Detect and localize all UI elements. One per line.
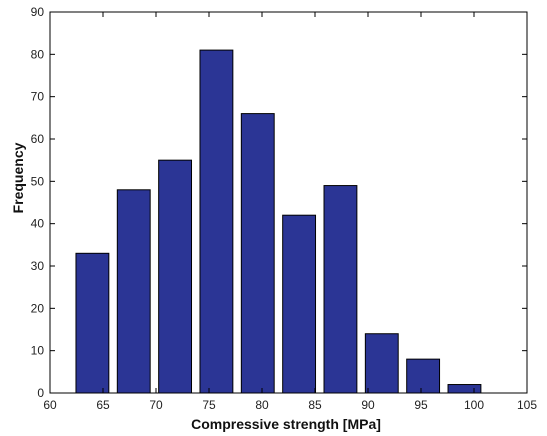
- x-tick-label: 105: [517, 398, 537, 412]
- y-tick-label: 50: [31, 174, 45, 188]
- x-tick-label: 65: [96, 398, 110, 412]
- y-axis-title: Frequency: [10, 142, 26, 213]
- histogram-bar: [158, 159, 193, 394]
- y-tick-label: 40: [31, 217, 45, 231]
- y-tick-label: 10: [31, 344, 45, 358]
- x-tick-label: 80: [255, 398, 269, 412]
- histogram-bar: [282, 214, 317, 394]
- histogram-bar: [199, 49, 234, 394]
- y-tick-label: 20: [31, 301, 45, 315]
- y-tick-label: 70: [31, 90, 45, 104]
- y-tick-label: 30: [31, 259, 45, 273]
- x-tick-label: 60: [43, 398, 57, 412]
- x-tick-label: 70: [149, 398, 163, 412]
- histogram-bar: [406, 358, 441, 394]
- x-tick-label: 75: [202, 398, 216, 412]
- x-tick-label: 100: [464, 398, 484, 412]
- y-tick-label: 60: [31, 132, 45, 146]
- histogram-bar: [116, 189, 151, 394]
- y-tick-label: 90: [31, 5, 45, 19]
- plot-area: 60 65 70 75 80 85 90 95 100 105 0 10 20 30 40 50 60 70 80 9…: [31, 5, 538, 412]
- y-tick-label: 0: [37, 386, 44, 400]
- histogram-bar: [447, 384, 482, 394]
- x-tick-label: 85: [308, 398, 322, 412]
- histogram-bar: [240, 113, 275, 394]
- histogram-bar: [75, 252, 110, 394]
- x-tick-label: 90: [361, 398, 375, 412]
- histogram-bar: [364, 333, 399, 394]
- histogram-bar: [323, 185, 358, 394]
- x-axis-title: Compressive strength [MPa]: [191, 416, 381, 432]
- y-tick-label: 80: [31, 47, 45, 61]
- x-tick-label: 95: [414, 398, 428, 412]
- axes-frame: [49, 11, 528, 394]
